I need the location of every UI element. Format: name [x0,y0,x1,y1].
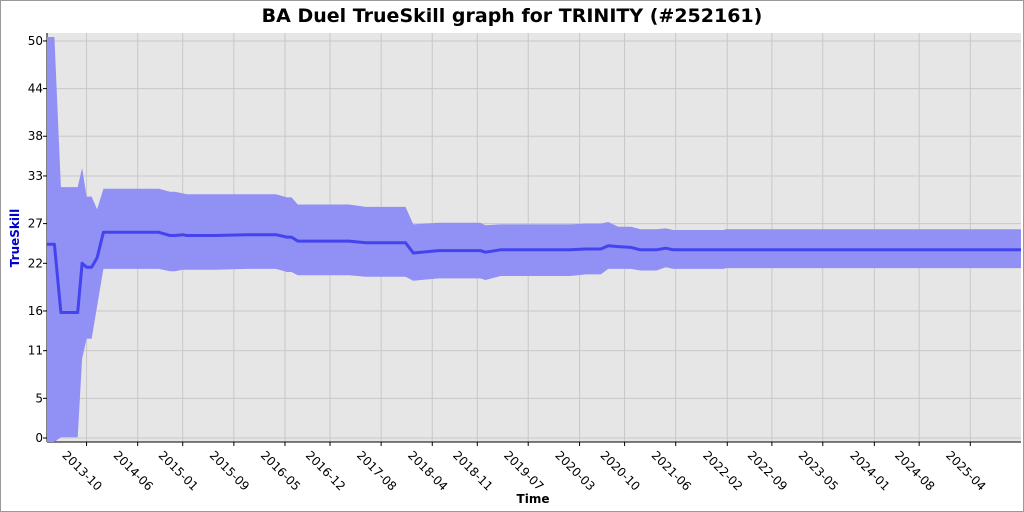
x-tick-label: 2022-02 [700,448,745,493]
y-tick-label: 11 [28,344,43,358]
y-tick-labels: 0 5 11 16 22 27 33 38 44 50 [28,34,43,445]
y-tick-label: 16 [28,304,43,318]
y-tick-label: 0 [35,431,43,445]
x-tick-label: 2016-05 [258,448,303,493]
y-axis-label: TrueSkill [8,209,22,267]
x-tick-label: 2021-06 [649,448,694,493]
x-axis-label: Time [517,492,550,506]
x-tick-label: 2020-10 [597,448,642,493]
y-tick-label: 50 [28,34,43,48]
x-tick-label: 2024-01 [847,448,892,493]
x-tick-label: 2014-06 [111,448,156,493]
y-tick-label: 33 [28,169,43,183]
x-tick-label: 2024-08 [892,448,937,493]
x-tick-label: 2020-03 [552,448,597,493]
y-tick-label: 22 [28,256,43,270]
y-tick-label: 27 [28,217,43,231]
uncertainty-band [47,37,1021,442]
x-tick-label: 2015-01 [156,448,201,493]
x-tick-label: 2018-11 [450,448,495,493]
x-tick-label: 2015-09 [207,448,252,493]
x-tick-label: 2022-09 [745,448,790,493]
x-tick-label: 2019-07 [501,448,546,493]
x-tick-label: 2016-12 [303,448,348,493]
mean-trueskill-line [47,230,1021,314]
chart-title: BA Duel TrueSkill graph for TRINITY (#25… [261,5,763,27]
x-tick-label: 2017-08 [354,448,399,493]
x-tick-label: 2023-05 [796,448,841,493]
x-tick-label: 2018-04 [405,448,450,493]
y-tick-label: 38 [28,129,43,143]
x-tick-label: 2013-10 [59,448,104,493]
y-tick-label: 5 [35,391,43,405]
y-tick-label: 44 [28,82,43,96]
x-tick-labels: 2013-10 2014-06 2015-01 2015-09 2016-05 2016-… [59,448,988,493]
x-tick-label: 2025-04 [943,448,988,493]
